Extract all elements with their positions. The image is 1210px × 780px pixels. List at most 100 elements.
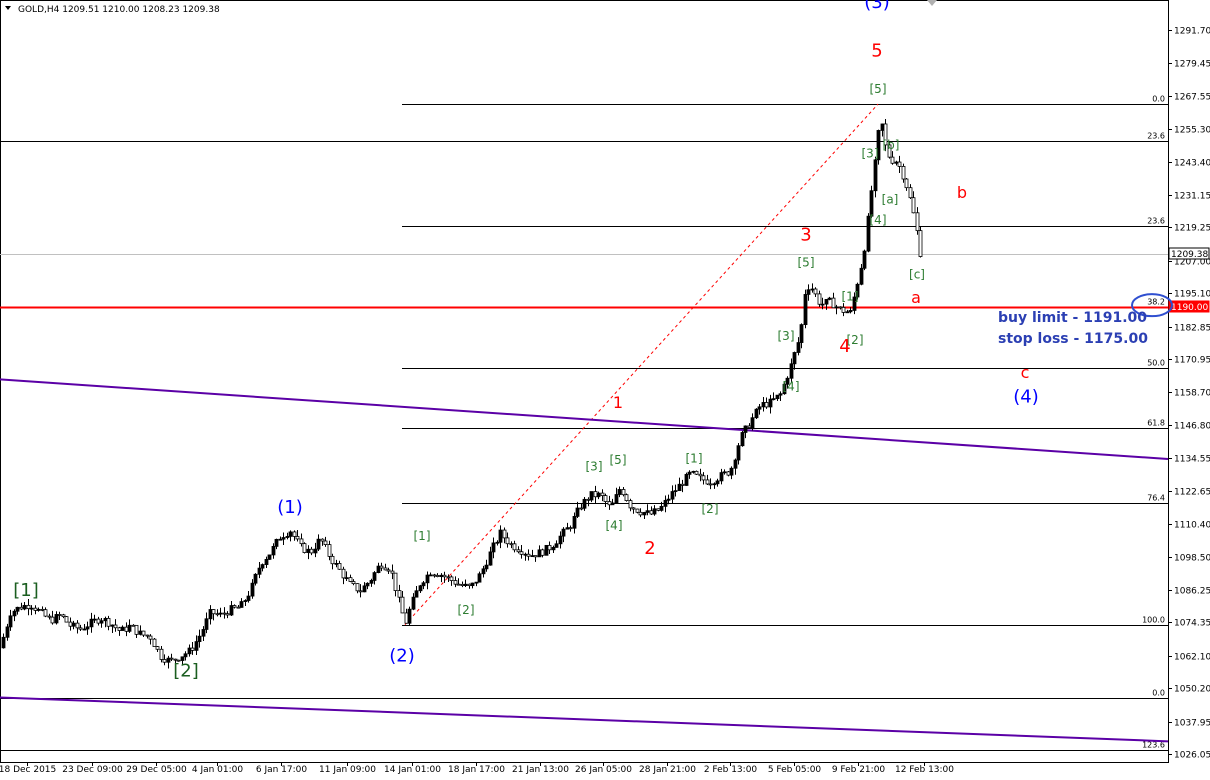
candle-body	[68, 621, 73, 627]
candle-body	[705, 479, 710, 485]
candle-body	[372, 572, 377, 581]
candle-body	[267, 554, 272, 560]
candle-body	[600, 492, 605, 497]
candle-body	[243, 600, 248, 602]
wave-label: [1]	[414, 529, 431, 543]
candle-body	[789, 363, 794, 379]
candle-body	[446, 576, 451, 579]
candle-body	[201, 629, 206, 637]
candle-body	[411, 596, 416, 610]
wave-label: [2]	[173, 660, 199, 681]
candle-body	[834, 306, 839, 309]
wave-label: [a]	[882, 193, 899, 207]
candle-body	[120, 626, 125, 631]
candle-body	[743, 425, 748, 433]
candle-body	[502, 529, 507, 539]
candle-body	[890, 156, 895, 164]
fib-label-lower-0.0: 0.0	[1152, 689, 1165, 698]
candle-body	[782, 383, 787, 395]
wave-labels: (3)5[5][3][b][a][4]b3[5][c][1] a[2]4[3][4…	[13, 0, 1039, 681]
y-tick-label: 1158.70	[1174, 389, 1210, 399]
candle-body	[341, 568, 346, 579]
candle-body	[544, 544, 549, 556]
x-tick-label: 29 Dec 05:00	[126, 765, 187, 775]
y-tick-label: 1243.40	[1174, 159, 1210, 169]
candle-body	[113, 624, 118, 629]
candle-body	[50, 616, 55, 624]
buy-limit-annotation: buy limit - 1191.00	[998, 310, 1147, 326]
candle-body	[712, 483, 717, 486]
candle-body	[358, 590, 363, 593]
candle-body	[684, 473, 689, 486]
candle-body	[824, 299, 829, 305]
candle-body	[344, 577, 349, 580]
y-tick-label: 1074.35	[1174, 619, 1210, 629]
candle-body	[547, 544, 552, 551]
candle-body	[687, 471, 692, 475]
wave-label: [1]	[842, 289, 859, 303]
wave-label: [5]	[798, 255, 815, 269]
candle-body	[124, 626, 129, 632]
candle-body	[645, 510, 650, 513]
candle-body	[159, 648, 164, 660]
candle-body	[733, 459, 738, 469]
candle-body	[26, 604, 31, 609]
candle-body	[176, 659, 181, 662]
candle-body	[593, 491, 598, 498]
candle-body	[764, 402, 769, 408]
candle-body	[897, 161, 902, 167]
candle-body	[481, 568, 486, 575]
candle-body	[512, 543, 517, 551]
candle-body	[302, 543, 307, 553]
candle-body	[918, 230, 923, 257]
candle-body	[715, 480, 720, 485]
candle-body	[866, 215, 871, 252]
candle-body	[194, 641, 199, 651]
candle-body	[505, 537, 510, 545]
candle-body	[491, 542, 496, 553]
y-tick-label: 1291.70	[1174, 27, 1210, 37]
candle-body	[771, 398, 776, 401]
candle-body	[19, 606, 24, 610]
candle-body	[873, 159, 878, 192]
x-tick-label: 12 Feb 13:00	[895, 765, 954, 775]
candle-body	[281, 537, 286, 540]
candle-body	[117, 627, 122, 631]
candle-body	[397, 590, 402, 598]
candle-body	[320, 538, 325, 542]
wave-label: 1	[613, 393, 623, 412]
level-highlight-circle	[1131, 293, 1173, 318]
candle-body	[323, 540, 328, 545]
y-tick-label: 1219.25	[1174, 224, 1210, 234]
wave-label: b	[957, 183, 967, 202]
candle-body	[876, 130, 881, 161]
candle-body	[477, 573, 482, 583]
candle-body	[47, 615, 52, 618]
candle-body	[596, 492, 601, 498]
candle-body	[488, 551, 493, 566]
candle-body	[208, 609, 213, 620]
candle-body	[29, 607, 34, 610]
candle-body	[810, 288, 815, 291]
candle-body	[299, 538, 304, 545]
candles	[1, 119, 923, 669]
candle-body	[43, 609, 48, 617]
candle-body	[40, 608, 45, 611]
candle-body	[495, 541, 500, 544]
header-dropdown-icon	[5, 6, 11, 10]
candle-body	[285, 536, 290, 538]
candle-body	[904, 178, 909, 189]
candle-body	[666, 498, 671, 501]
candle-body	[166, 657, 171, 663]
candle-body	[197, 635, 202, 642]
fib-label-0.0: 0.0	[1152, 95, 1165, 104]
candle-body	[334, 563, 339, 565]
wave-label: (3)	[864, 0, 890, 13]
candle-body	[134, 624, 139, 635]
candle-body	[887, 144, 892, 158]
candle-body	[162, 659, 167, 663]
candle-body	[218, 612, 223, 615]
candle-body	[838, 306, 843, 309]
wave-label: (4)	[1013, 387, 1039, 408]
